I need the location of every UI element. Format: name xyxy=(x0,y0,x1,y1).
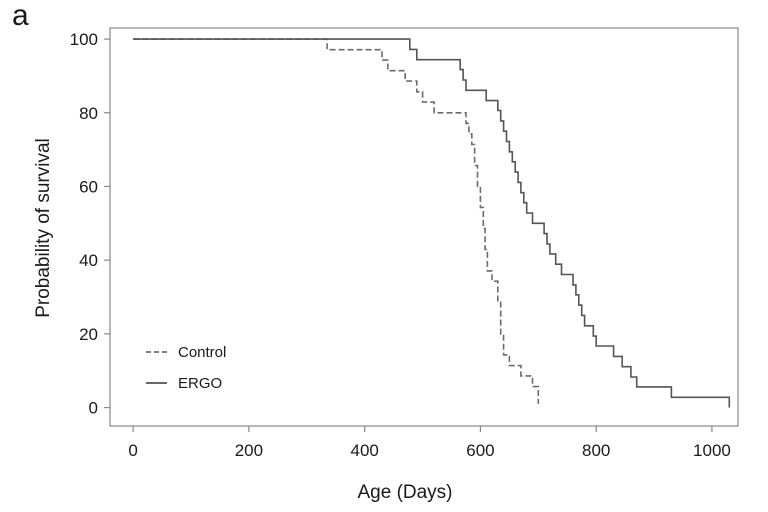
y-tick-label: 60 xyxy=(79,177,98,196)
y-tick-label: 0 xyxy=(89,399,98,418)
y-tick-label: 40 xyxy=(79,251,98,270)
panel-label: a xyxy=(12,0,29,32)
y-axis-ticks: 0 20 40 60 80 100 xyxy=(70,30,110,418)
x-tick-label: 400 xyxy=(350,441,378,460)
series-ergo-line xyxy=(133,38,731,408)
x-tick-label: 1000 xyxy=(693,441,731,460)
series-lines xyxy=(133,38,731,408)
legend-control-label: Control xyxy=(178,344,226,361)
legend: Control ERGO xyxy=(146,344,226,392)
legend-ergo-label: ERGO xyxy=(178,375,222,392)
plot-frame xyxy=(109,27,739,427)
series-control-line xyxy=(133,38,540,404)
x-tick-label: 0 xyxy=(128,441,137,460)
x-axis-label: Age (Days) xyxy=(357,482,452,503)
y-axis-label: Probability of survival xyxy=(33,138,54,318)
x-tick-label: 200 xyxy=(235,441,263,460)
y-tick-label: 100 xyxy=(70,30,98,49)
x-tick-label: 600 xyxy=(466,441,494,460)
x-tick-label: 800 xyxy=(582,441,610,460)
y-tick-label: 20 xyxy=(79,325,98,344)
y-tick-label: 80 xyxy=(79,104,98,123)
x-axis-ticks: 0 200 400 600 800 1000 xyxy=(128,426,731,460)
